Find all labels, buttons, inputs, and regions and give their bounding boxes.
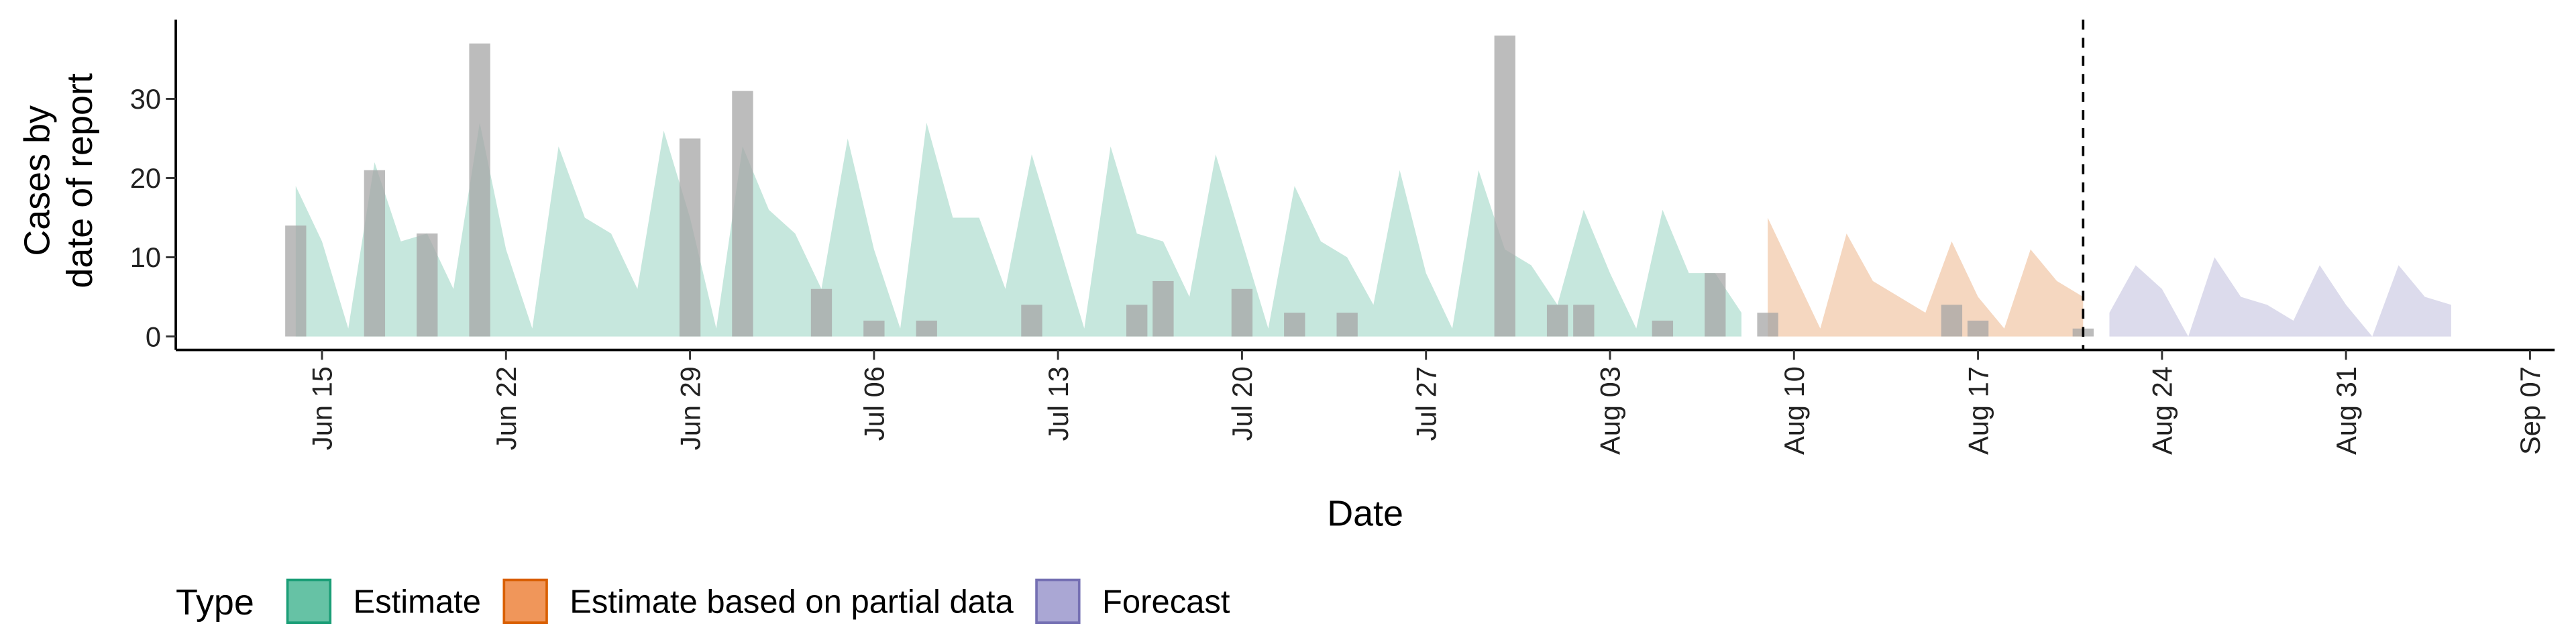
x-tick-label: Aug 24: [2147, 366, 2178, 455]
bar: [1284, 313, 1305, 337]
x-tick-label: Jul 13: [1042, 366, 1074, 441]
y-axis-title: date of report: [60, 73, 100, 288]
bar: [1126, 305, 1148, 337]
legend-title: Type: [176, 582, 254, 623]
legend-swatch: [1035, 578, 1081, 624]
x-tick-label: Aug 17: [1962, 366, 1994, 455]
bar: [1021, 305, 1042, 337]
bar: [679, 138, 701, 337]
bar: [810, 288, 833, 337]
legend-label: Forecast: [1102, 584, 1230, 620]
x-axis-title: Date: [1327, 494, 1403, 534]
bar: [916, 320, 937, 337]
bar: [364, 170, 386, 337]
y-tick-label: 0: [146, 321, 161, 352]
x-tick-label: Jul 20: [1226, 366, 1258, 441]
bar: [1336, 313, 1358, 337]
x-tick-label: Aug 31: [2330, 366, 2362, 455]
bar: [1757, 313, 1778, 337]
x-tick-label: Aug 03: [1595, 366, 1626, 455]
bar: [1652, 320, 1674, 337]
legend-label: Estimate: [354, 584, 482, 620]
area: [295, 122, 1741, 337]
x-tick-label: Jun 15: [307, 366, 338, 450]
legend-label: Estimate based on partial data: [570, 584, 1014, 620]
bar: [1546, 305, 1568, 337]
area: [1768, 217, 2084, 337]
bar: [1705, 273, 1726, 337]
area: [2109, 257, 2451, 337]
bar: [1941, 305, 1963, 337]
bar: [1494, 35, 1515, 337]
bar: [1152, 280, 1174, 337]
bar: [863, 320, 885, 337]
legend-swatch: [286, 578, 332, 624]
bar: [417, 233, 438, 337]
bar: [732, 91, 753, 337]
bar: [285, 225, 307, 337]
y-axis-title: Cases by: [17, 105, 57, 256]
x-tick-label: Jun 29: [674, 366, 706, 450]
bar: [1231, 288, 1253, 337]
x-tick-label: Jul 27: [1410, 366, 1442, 441]
y-tick-label: 20: [130, 162, 161, 194]
bar: [1967, 320, 1989, 337]
x-tick-label: Sep 07: [2514, 366, 2546, 455]
x-tick-label: Jun 22: [490, 366, 522, 450]
y-tick-label: 10: [130, 241, 161, 273]
bar: [1573, 305, 1595, 337]
x-tick-label: Jul 06: [859, 366, 890, 441]
legend-swatch: [502, 578, 548, 624]
y-tick-label: 30: [130, 83, 161, 115]
x-tick-label: Aug 10: [1778, 366, 1810, 455]
bar: [469, 43, 490, 337]
